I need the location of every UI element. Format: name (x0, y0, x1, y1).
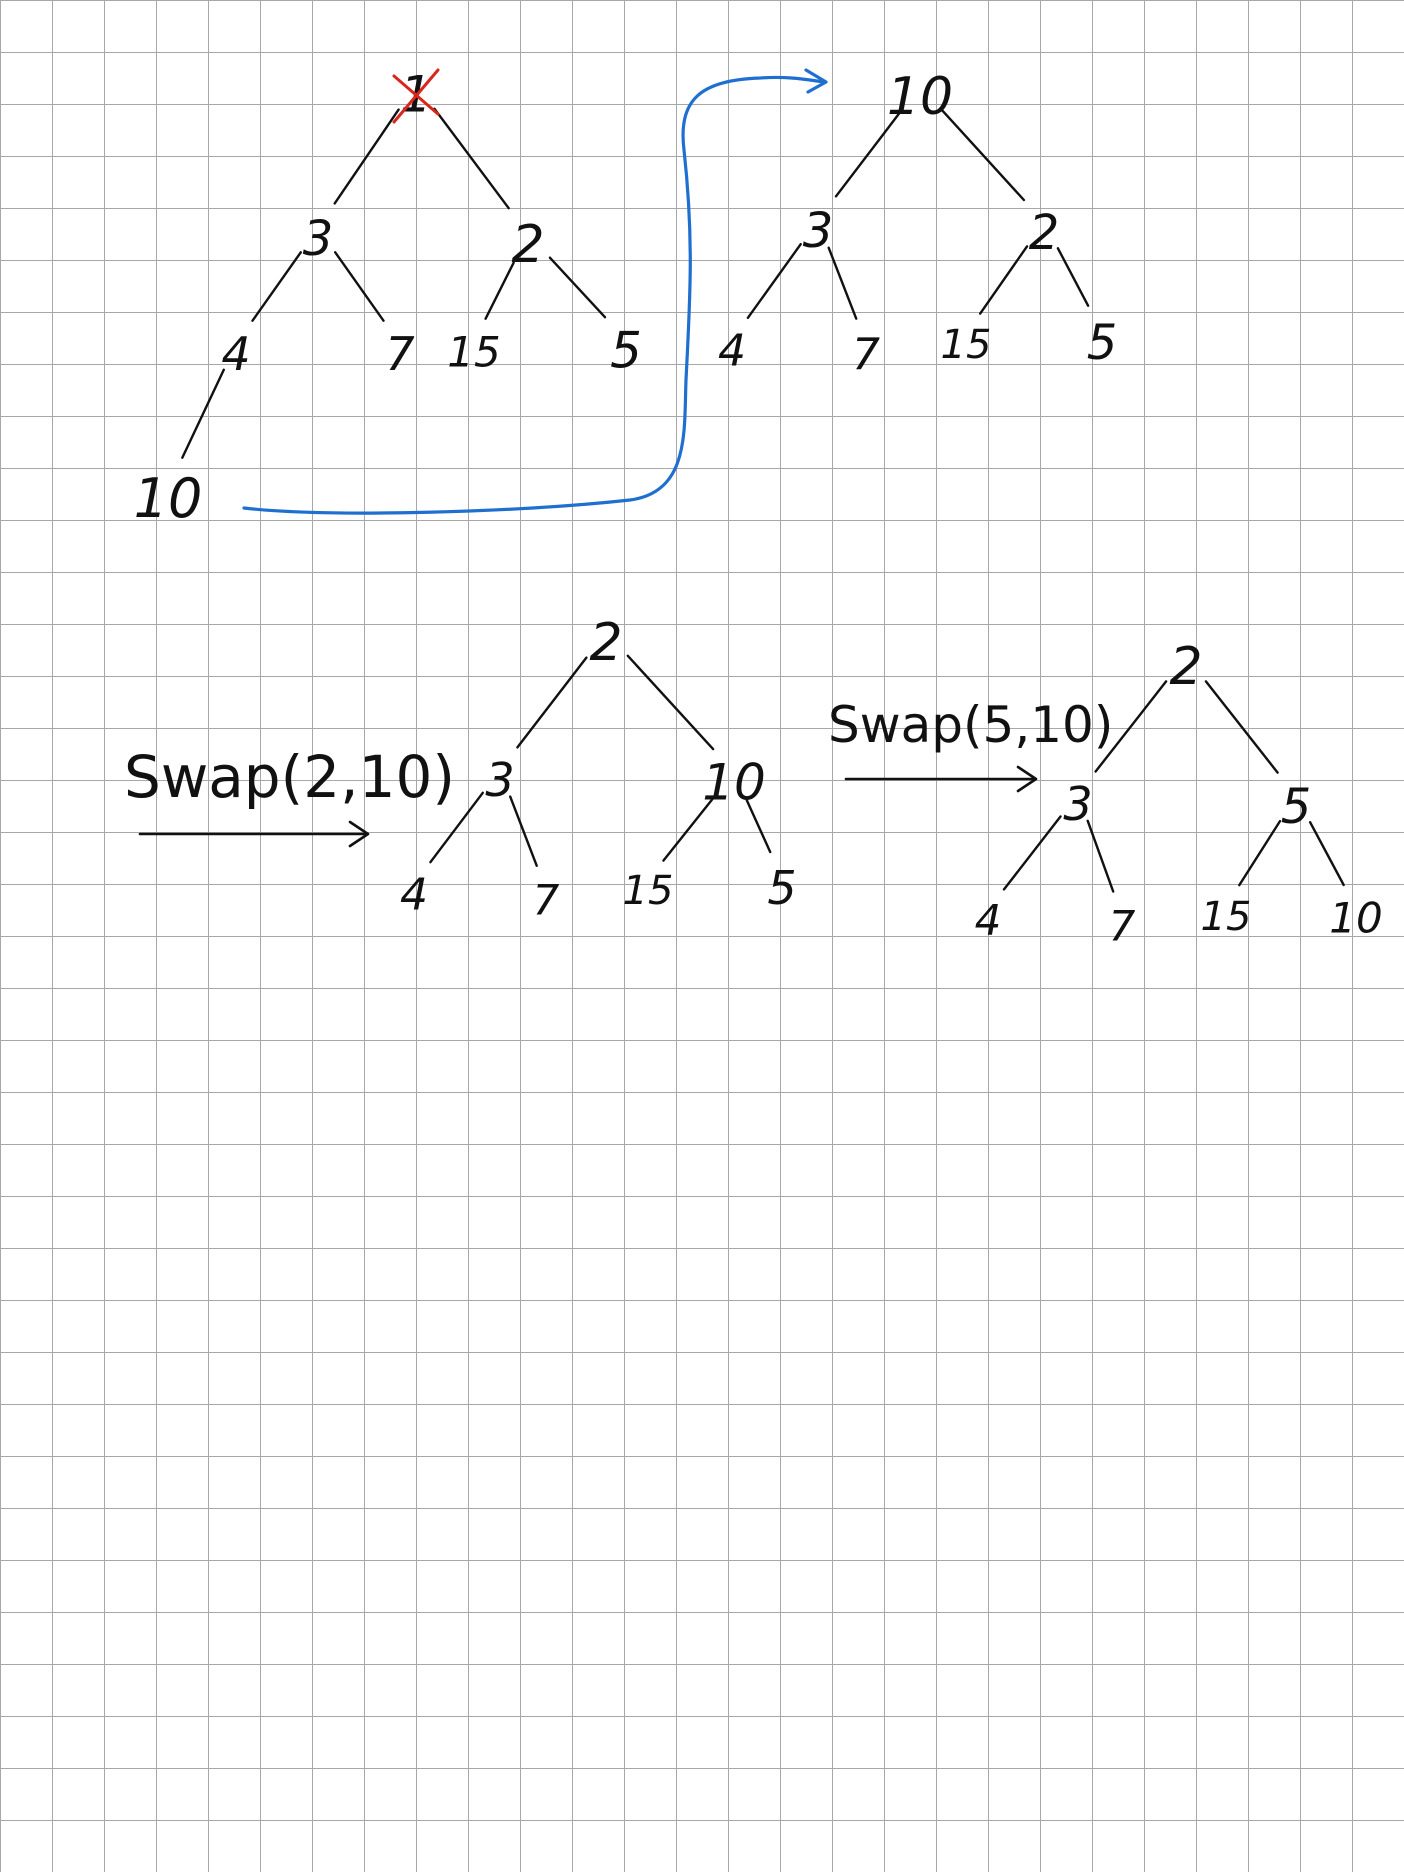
tree-after-swap-2: 2 3 5 4 7 15 10 (975, 637, 1383, 951)
tree-edge (1238, 819, 1282, 887)
tree-node: 10 (887, 67, 953, 127)
tree-edge (333, 108, 400, 205)
tree-edge (433, 107, 510, 210)
tree-node: 4 (400, 869, 428, 920)
tree-edge (484, 261, 515, 320)
tree-node: 7 (852, 329, 880, 380)
tree-node: 2 (1029, 205, 1060, 261)
tree-node: 15 (447, 328, 500, 377)
tree-edge (1056, 247, 1090, 307)
strike-cross-mark (392, 68, 440, 124)
tree-node: 15 (1201, 894, 1252, 940)
tree-node: 3 (1063, 777, 1092, 831)
tree-edge (746, 242, 802, 319)
move-node-arrow-head (804, 68, 828, 94)
tree-edge (548, 256, 607, 319)
tree-after-move: 10 3 2 4 7 15 5 (718, 67, 1117, 380)
tree-edge (940, 108, 1026, 202)
tree-edge (516, 656, 588, 749)
tree-edge (1308, 821, 1345, 887)
swap-2-10-label: Swap(2,10) (124, 743, 455, 811)
tree-node: 5 (1087, 315, 1118, 371)
tree-node: 15 (623, 868, 674, 914)
tree-edge (251, 251, 302, 322)
tree-node: 10 (1329, 894, 1382, 943)
tree-node: 4 (975, 896, 1002, 945)
tree-edge (662, 795, 716, 862)
tree-edge (1094, 680, 1168, 773)
tree-node: 7 (533, 876, 560, 925)
tree-node: 5 (1281, 779, 1312, 835)
tree-node: 2 (511, 215, 544, 275)
tree-edge (745, 799, 772, 854)
tree-node: 4 (221, 327, 250, 381)
tree-node: 3 (803, 203, 834, 259)
tree-original: 13 24 7 15 510 (134, 66, 642, 530)
swap-2-10-arrow-head (348, 820, 370, 848)
tree-edge (827, 246, 858, 320)
tree-edge (181, 368, 226, 459)
tree-node: 5 (767, 861, 796, 915)
tree-node: 2 (589, 613, 622, 673)
tree-edge (979, 245, 1029, 315)
tree-node: 15 (941, 322, 992, 368)
tree-node: 3 (485, 753, 514, 807)
tree-node: 2 (1169, 637, 1202, 697)
tree-node: 7 (1109, 902, 1136, 951)
tree-after-swap-1: 2 3 10 4 7 15 5 (400, 613, 797, 925)
tree-edge (334, 251, 385, 322)
tree-edge (1086, 819, 1115, 893)
swap-5-10-arrow-head (1016, 765, 1038, 793)
swap-5-10-label: Swap(5,10) (828, 696, 1113, 754)
move-node-arrow (242, 75, 826, 515)
tree-node: 5 (610, 322, 642, 380)
tree-node: 4 (718, 325, 746, 376)
tree-node: 3 (303, 211, 334, 267)
tree-edge (1002, 815, 1062, 891)
tree-node: 10 (702, 754, 766, 812)
tree-edge (509, 795, 538, 867)
tree-edge (1204, 680, 1279, 774)
tree-edge (429, 791, 484, 864)
tree-edge (834, 110, 902, 198)
tree-edge (626, 654, 715, 751)
tree-node: 7 (385, 327, 414, 381)
tree-node: 10 (134, 467, 203, 530)
